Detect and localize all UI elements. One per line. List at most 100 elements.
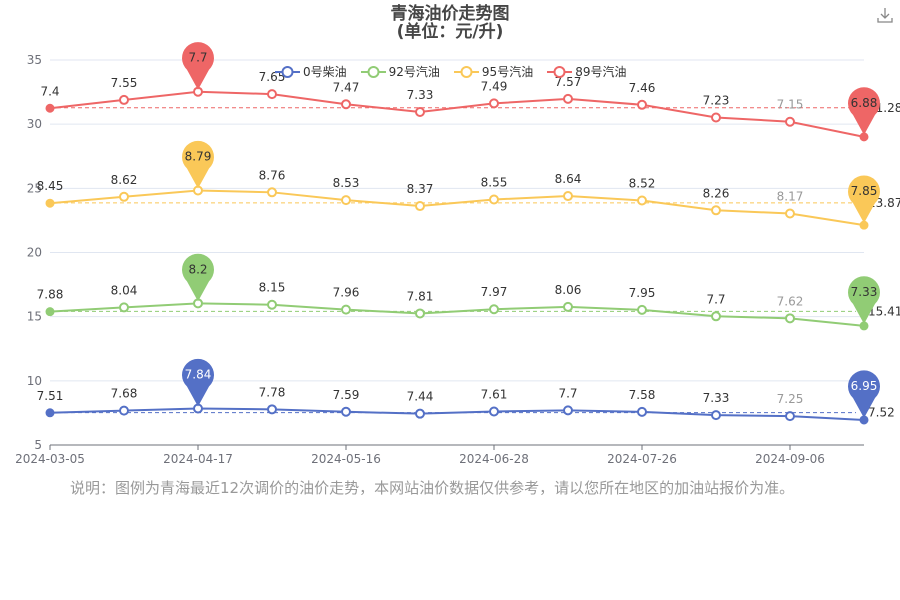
data-label: 7.97 [481,285,508,299]
y-tick-label: 25 [27,181,42,195]
data-point [267,404,277,415]
data-point [45,198,55,208]
data-label: 7.59 [333,388,360,402]
average-label: 7.52 [868,406,895,420]
data-label: 7.7 [558,386,577,400]
legend-item[interactable]: 0号柴油 [275,63,347,80]
data-point [119,302,129,313]
y-tick-label: 5 [34,438,42,452]
data-label: 8.76 [259,168,286,182]
x-tick-label: 2024-03-05 [15,452,85,466]
data-label: 7.46 [629,81,656,95]
data-point [785,411,795,422]
x-tick-label: 2024-04-17 [163,452,233,466]
data-point [415,106,425,117]
data-point [341,195,351,206]
data-point [119,405,129,416]
data-label: 8.53 [333,176,360,190]
data-point [45,307,55,317]
legend-label: 0号柴油 [303,65,347,79]
footnote: 说明：图例为青海最近12次调价的油价走势，本网站油价数据仅供参考，请以您所在地区… [70,479,795,497]
data-label: 7.55 [111,76,138,90]
series-line-3 [49,90,865,138]
data-point [415,201,425,212]
data-point [489,406,499,417]
data-point [637,406,647,417]
data-point [415,308,425,319]
data-label: 7.96 [333,286,360,300]
y-tick-label: 10 [27,374,42,388]
data-label: 8.37 [407,182,434,196]
data-label: 8.62 [111,173,138,187]
data-point [563,405,573,416]
legend-label: 92号汽油 [388,65,440,79]
data-label: 7.68 [111,387,138,401]
data-label: 7.4 [40,84,59,98]
data-label: 7.25 [777,392,804,406]
chart-title: 青海油价走势图 [390,4,510,24]
series-line-2 [49,189,865,227]
pin-label: 7.7 [188,51,207,65]
series-line-1 [49,302,865,327]
data-label: 7.15 [777,98,804,112]
data-label: 8.15 [259,281,286,295]
data-label: 7.61 [481,388,508,402]
data-point [489,98,499,109]
legend-item[interactable]: 95号汽油 [453,63,533,80]
data-label: 8.55 [481,175,508,189]
data-label: 8.45 [37,179,64,193]
data-label: 7.95 [629,286,656,300]
pin-label: 6.95 [851,379,878,393]
chart-subtitle: (单位：元/升) [396,22,504,42]
legend: 0号柴油 92号汽油 95号汽油 89号汽油 [275,63,626,80]
data-point [489,304,499,315]
data-label: 7.78 [259,385,286,399]
pin-marker [182,253,215,302]
data-label: 7.51 [37,389,64,403]
data-point [119,191,129,202]
data-label: 7.57 [555,75,582,89]
data-point [563,191,573,202]
pin-marker [848,175,880,224]
pin-marker [182,42,215,90]
data-label: 8.17 [777,189,804,203]
download-icon[interactable] [876,6,894,24]
data-label: 7.44 [407,390,434,404]
legend-item[interactable]: 89号汽油 [547,63,626,80]
x-tick-label: 2024-06-28 [459,452,529,466]
data-point [711,112,721,123]
data-label: 7.23 [703,93,730,107]
legend-item[interactable]: 92号汽油 [360,63,440,80]
data-point [711,311,721,322]
data-point [637,99,647,110]
pin-marker [848,87,881,135]
data-point [785,116,795,127]
pin-marker [848,276,881,324]
data-point [563,301,573,312]
data-label: 8.26 [703,186,730,200]
data-label: 7.88 [37,288,64,302]
pin-label: 7.33 [851,285,878,299]
data-point [45,103,55,113]
x-tick-label: 2024-09-06 [755,452,825,466]
legend-icon [547,65,573,78]
data-point [267,187,277,198]
legend-icon [275,65,300,78]
pin-label: 8.2 [188,262,207,276]
data-label: 7.62 [777,294,804,308]
pin-label: 8.79 [185,150,212,164]
data-label: 7.65 [259,70,286,84]
legend-label: 89号汽油 [575,65,627,79]
data-point [489,194,499,205]
data-point [341,99,351,110]
pin-marker [848,370,881,418]
y-tick-label: 30 [27,117,42,131]
data-point [637,304,647,315]
data-label: 7.33 [703,391,730,405]
data-label: 7.7 [706,292,725,306]
data-label: 7.33 [407,88,434,102]
data-label: 8.52 [629,177,656,191]
x-tick-label: 2024-07-26 [607,452,677,466]
data-point [785,313,795,324]
data-point [711,205,721,216]
